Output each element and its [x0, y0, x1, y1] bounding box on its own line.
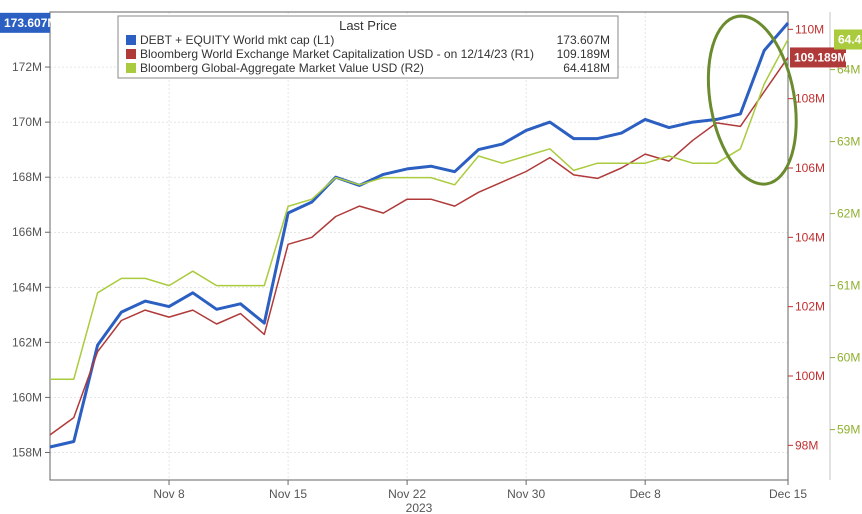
x-year-label: 2023	[406, 501, 433, 514]
tick-label-r2: 62M	[837, 207, 860, 221]
tick-label-r1: 102M	[795, 300, 825, 314]
legend-label: Bloomberg Global-Aggregate Market Value …	[140, 61, 424, 75]
chart-svg: 158M 160M 162M 164M 166M 168M 170M 172M 98M 100M 1…	[0, 0, 862, 514]
tick-label-x: Dec 15	[769, 487, 807, 501]
legend-swatch	[126, 35, 136, 45]
legend-value: 109.189M	[557, 47, 610, 61]
tick-label-r2: 59M	[837, 423, 860, 437]
price-badge-text: 109.189M	[794, 50, 847, 64]
tick-label-r2: 63M	[837, 135, 860, 149]
tick-label-x: Nov 30	[507, 487, 545, 501]
tick-label-r1: 104M	[795, 230, 825, 244]
tick-label-r2: 60M	[837, 351, 860, 365]
tick-label-l1: 162M	[12, 335, 42, 349]
tick-label-l1: 164M	[12, 280, 42, 294]
price-badge-text: 173.607M	[4, 16, 57, 30]
tick-label-l1: 160M	[12, 390, 42, 404]
tick-label-r1: 108M	[795, 92, 825, 106]
tick-label-x: Nov 22	[388, 487, 426, 501]
tick-label-l1: 172M	[12, 60, 42, 74]
tick-label-r1: 110M	[795, 22, 824, 36]
legend-label: Bloomberg World Exchange Market Capitali…	[140, 47, 534, 61]
tick-label-r1: 106M	[795, 161, 825, 175]
tick-label-r1: 100M	[795, 369, 825, 383]
tick-label-r1: 98M	[795, 438, 818, 452]
legend-swatch	[126, 49, 136, 59]
tick-label-x: Nov 8	[153, 487, 185, 501]
tick-label-l1: 170M	[12, 115, 42, 129]
legend-value: 173.607M	[557, 33, 610, 47]
price-badge-text: 64.4	[838, 33, 862, 47]
legend-value: 64.418M	[563, 61, 610, 75]
tick-label-l1: 168M	[12, 170, 42, 184]
tick-label-x: Nov 15	[269, 487, 307, 501]
tick-label-x: Dec 8	[629, 487, 661, 501]
tick-label-l1: 166M	[12, 225, 42, 239]
chart-container: 158M 160M 162M 164M 166M 168M 170M 172M 98M 100M 1…	[0, 0, 862, 514]
tick-label-l1: 158M	[12, 445, 42, 459]
tick-label-r2: 61M	[837, 279, 860, 293]
legend-title: Last Price	[339, 18, 397, 33]
legend-swatch	[126, 63, 136, 73]
legend-label: DEBT + EQUITY World mkt cap (L1)	[140, 33, 334, 47]
